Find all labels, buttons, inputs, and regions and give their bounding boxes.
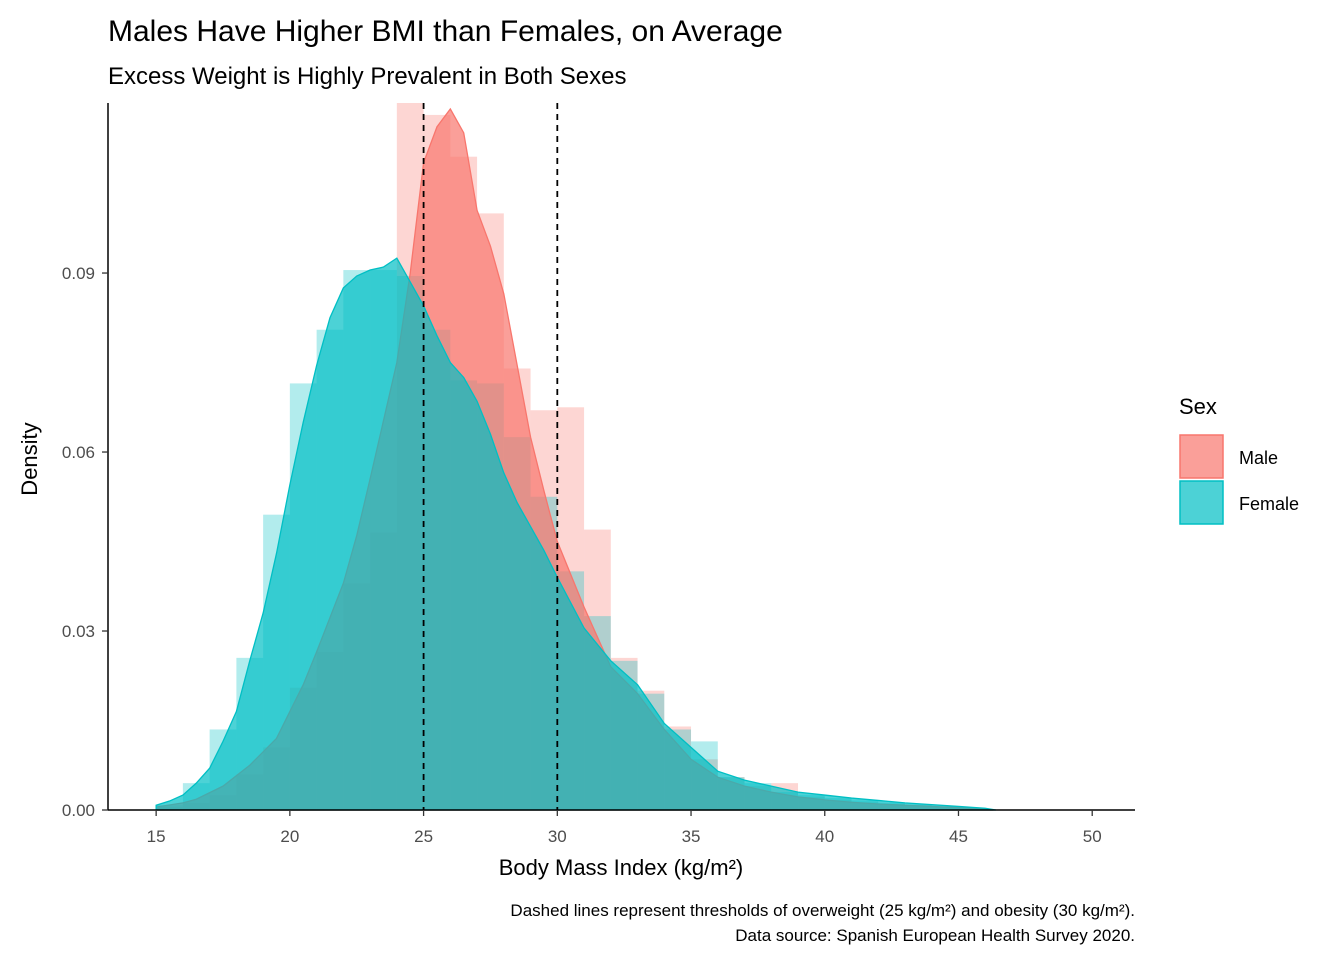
x-tick-label: 15 [147, 827, 166, 846]
y-tick-label: 0.00 [62, 801, 95, 820]
density-area-female [155, 257, 997, 811]
y-tick-label: 0.06 [62, 443, 95, 462]
caption-line-1: Dashed lines represent thresholds of ove… [510, 901, 1135, 920]
x-tick-label: 40 [815, 827, 834, 846]
y-tick-label: 0.03 [62, 622, 95, 641]
legend-label-male: Male [1239, 448, 1278, 468]
x-tick-label: 25 [414, 827, 433, 846]
plot-area: 15 20 25 30 35 40 45 50 0.00 0.03 0.06 0.09 [62, 103, 1135, 846]
x-axis-label: Body Mass Index (kg/m²) [499, 855, 744, 880]
caption-line-2: Data source: Spanish European Health Sur… [735, 926, 1135, 945]
x-tick-label: 30 [548, 827, 567, 846]
legend-title: Sex [1179, 394, 1217, 419]
x-tick-label: 35 [682, 827, 701, 846]
y-tick-label: 0.09 [62, 264, 95, 283]
x-tick-label: 20 [280, 827, 299, 846]
legend: Sex Male Female [1179, 394, 1299, 525]
y-axis-label: Density [17, 422, 42, 495]
legend-label-female: Female [1239, 494, 1299, 514]
x-tick-label: 45 [949, 827, 968, 846]
x-tick-label: 50 [1083, 827, 1102, 846]
chart-subtitle: Excess Weight is Highly Prevalent in Bot… [108, 63, 626, 90]
legend-swatch-male [1179, 434, 1224, 479]
legend-swatch-female [1179, 480, 1224, 525]
chart-title: Males Have Higher BMI than Females, on A… [108, 15, 783, 48]
